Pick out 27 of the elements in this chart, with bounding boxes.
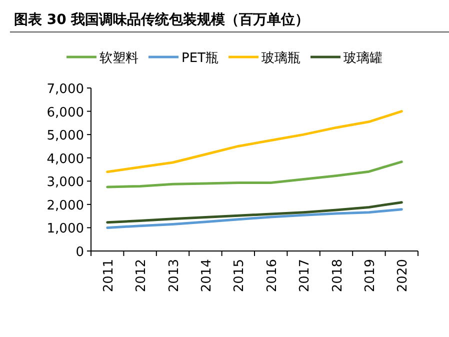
chart-title: 图表 30 我国调味品传统包装规模（百万单位） — [14, 11, 310, 28]
x-tick-label: 2018 — [330, 259, 346, 292]
y-tick-label: 0 — [76, 245, 84, 260]
line-series — [106, 208, 403, 229]
legend-label: PET瓶 — [182, 51, 218, 66]
x-tick-label: 2014 — [199, 259, 214, 292]
y-tick-label: 2,000 — [46, 198, 84, 214]
legend-label: 玻璃瓶 — [262, 51, 300, 66]
y-tick-label: 7,000 — [46, 82, 84, 97]
y-tick-label: 5,000 — [46, 128, 84, 144]
line-series — [106, 110, 403, 174]
x-tick-label: 2012 — [134, 259, 150, 292]
x-tick-label: 2019 — [362, 259, 378, 292]
y-tick-label: 6,000 — [46, 105, 84, 120]
x-tick-label: 2013 — [166, 259, 182, 292]
x-tick-label: 2020 — [396, 259, 411, 292]
line-series — [106, 201, 403, 224]
x-tick-label: 2016 — [264, 259, 280, 292]
x-tick-label: 2017 — [298, 259, 313, 292]
y-tick-label: 3,000 — [46, 175, 84, 190]
x-tick-label: 2011 — [101, 259, 116, 292]
x-tick-label: 2015 — [232, 259, 248, 292]
legend-label: 软塑料 — [100, 50, 138, 66]
line-series — [106, 160, 403, 188]
y-tick-label: 4,000 — [46, 152, 84, 167]
legend-label: 玻璃罐 — [344, 51, 382, 66]
y-tick-label: 1,000 — [46, 222, 84, 237]
